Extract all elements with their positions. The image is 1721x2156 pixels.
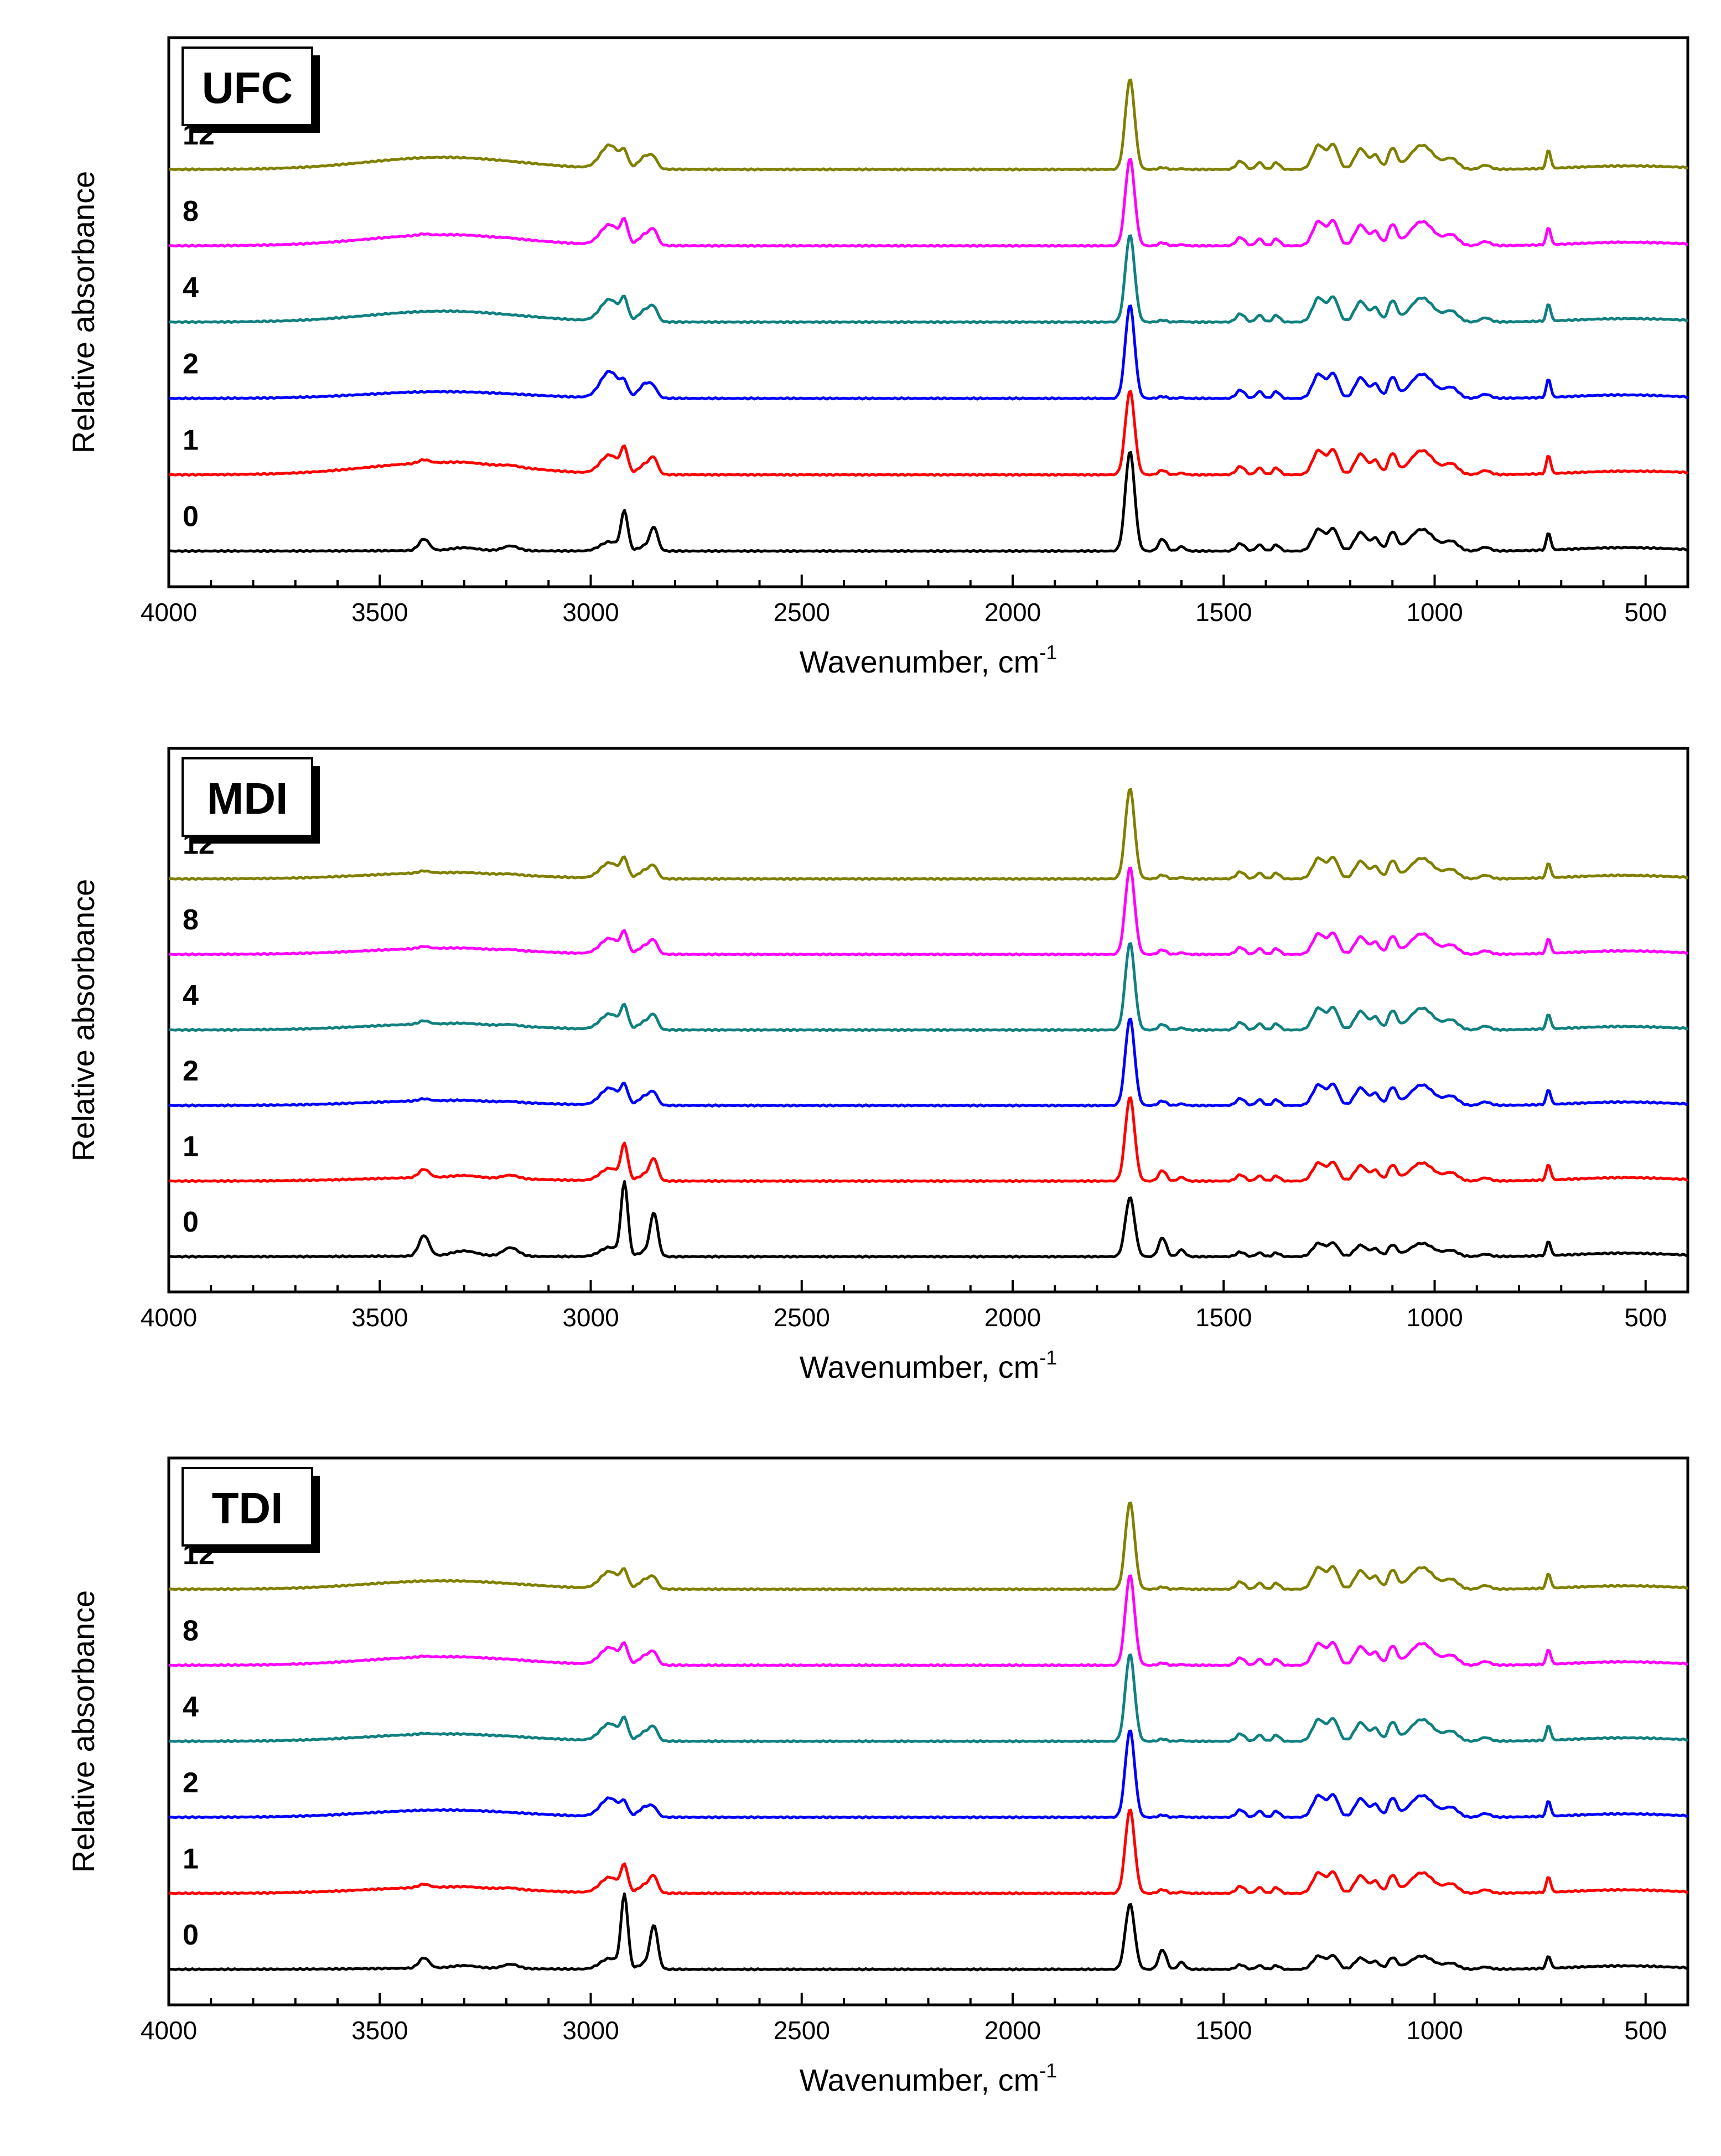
panel-tag: TDI bbox=[212, 1483, 283, 1533]
x-tick-label: 1000 bbox=[1406, 2016, 1463, 2045]
series-line-4 bbox=[168, 234, 1688, 324]
panel-tag-box bbox=[182, 757, 313, 837]
series-line-12 bbox=[168, 788, 1688, 881]
series-label-2: 2 bbox=[183, 348, 199, 380]
series-line-0 bbox=[168, 451, 1688, 554]
x-tick-label: 4000 bbox=[141, 2016, 197, 2045]
x-tick-label: 3000 bbox=[562, 2016, 619, 2045]
x-tick-label: 1000 bbox=[1406, 1303, 1463, 1332]
x-axis-title-superscript: -1 bbox=[1039, 641, 1057, 664]
panel-ufc: 4000 3500 3000 2500 2000 1500 1000 500 Wavenumbe… bbox=[66, 36, 1689, 679]
x-tick-label: 3500 bbox=[351, 2016, 408, 2045]
series-line-8 bbox=[168, 1574, 1688, 1668]
x-tick-label: 1000 bbox=[1406, 598, 1463, 627]
series-line-0 bbox=[168, 1892, 1688, 1972]
x-tick-label: 3000 bbox=[562, 598, 619, 627]
series-label-8: 8 bbox=[183, 1615, 199, 1647]
x-tick-label: 2500 bbox=[774, 1303, 830, 1332]
series-line-12 bbox=[168, 79, 1688, 172]
series-label-2: 2 bbox=[183, 1767, 199, 1799]
x-tick-label: 2500 bbox=[774, 598, 830, 627]
series-line-2 bbox=[168, 1729, 1688, 1819]
x-axis-title: Wavenumber, cm-1 bbox=[800, 1346, 1058, 1384]
series-label-4: 4 bbox=[183, 272, 199, 304]
x-tick-label: 2000 bbox=[984, 2016, 1041, 2045]
series-label-0: 0 bbox=[183, 501, 199, 533]
x-axis-title-text: Wavenumber, cm bbox=[800, 1350, 1040, 1384]
x-tick-label: 2500 bbox=[774, 2016, 830, 2045]
panel-tdi: 4000 3500 3000 2500 2000 1500 1000 500 Wavenumbe… bbox=[66, 1456, 1689, 2097]
series-line-4 bbox=[168, 942, 1688, 1032]
x-tick-label: 500 bbox=[1624, 2016, 1667, 2045]
series-label-4: 4 bbox=[183, 1691, 199, 1723]
x-tick-label: 500 bbox=[1624, 1303, 1667, 1332]
series-label-1: 1 bbox=[183, 1131, 199, 1163]
x-axis-title-text: Wavenumber, cm bbox=[800, 2062, 1040, 2097]
x-tick-label: 1500 bbox=[1195, 598, 1252, 627]
series-line-8 bbox=[168, 866, 1688, 957]
x-tick-label: 3500 bbox=[351, 1303, 408, 1332]
x-axis-title-text: Wavenumber, cm bbox=[800, 644, 1040, 679]
panel-tag-box bbox=[182, 1467, 313, 1547]
series-label-1: 1 bbox=[183, 425, 199, 457]
series-label-8: 8 bbox=[183, 195, 199, 228]
series-line-8 bbox=[168, 158, 1688, 248]
x-tick-label: 2000 bbox=[984, 598, 1041, 627]
y-axis-title: Relative absorbance bbox=[66, 1590, 101, 1873]
series-line-1 bbox=[168, 390, 1688, 477]
series-line-12 bbox=[168, 1501, 1688, 1591]
series-label-0: 0 bbox=[183, 1206, 199, 1238]
series-line-4 bbox=[168, 1653, 1688, 1744]
panel-mdi: 4000 3500 3000 2500 2000 1500 1000 500 Wavenumbe… bbox=[66, 747, 1689, 1384]
series-label-0: 0 bbox=[183, 1919, 199, 1951]
x-tick-label: 500 bbox=[1624, 598, 1667, 627]
series-line-0 bbox=[168, 1180, 1688, 1259]
series-line-1 bbox=[168, 1096, 1688, 1183]
x-tick-label: 1500 bbox=[1195, 2016, 1252, 2045]
series-line-1 bbox=[168, 1808, 1688, 1896]
panel-tag-box bbox=[182, 46, 313, 126]
x-tick-label: 3000 bbox=[562, 1303, 619, 1332]
series-label-4: 4 bbox=[183, 980, 199, 1012]
x-tick-label: 4000 bbox=[141, 1303, 197, 1332]
x-tick-label: 3500 bbox=[351, 598, 408, 627]
x-axis-title: Wavenumber, cm-1 bbox=[800, 641, 1058, 679]
panel-tag: UFC bbox=[202, 63, 293, 112]
series-label-2: 2 bbox=[183, 1055, 199, 1087]
series-label-1: 1 bbox=[183, 1843, 199, 1875]
series-line-2 bbox=[168, 304, 1688, 401]
x-axis-title-superscript: -1 bbox=[1039, 2059, 1057, 2082]
x-tick-label: 1500 bbox=[1195, 1303, 1252, 1332]
x-axis-title: Wavenumber, cm-1 bbox=[800, 2059, 1058, 2097]
y-axis-title: Relative absorbance bbox=[66, 879, 101, 1162]
series-line-2 bbox=[168, 1017, 1688, 1108]
x-tick-label: 2000 bbox=[984, 1303, 1041, 1332]
y-axis-title: Relative absorbance bbox=[66, 171, 101, 454]
series-label-8: 8 bbox=[183, 904, 199, 936]
panel-tag: MDI bbox=[207, 774, 288, 823]
x-axis-title-superscript: -1 bbox=[1039, 1346, 1057, 1369]
x-tick-label: 4000 bbox=[141, 598, 197, 627]
